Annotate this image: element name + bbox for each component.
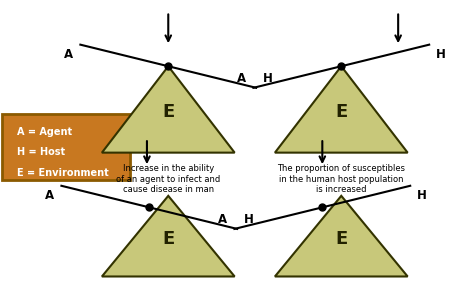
Text: The proportion of susceptibles
in the human host population
is increased: The proportion of susceptibles in the hu… bbox=[277, 164, 405, 194]
Text: H: H bbox=[436, 48, 446, 60]
Text: A = Agent: A = Agent bbox=[17, 127, 72, 137]
Polygon shape bbox=[102, 196, 235, 276]
Text: E = Environment: E = Environment bbox=[17, 168, 109, 178]
Text: E: E bbox=[335, 103, 347, 121]
Text: H = Host: H = Host bbox=[17, 147, 65, 158]
Text: H: H bbox=[417, 189, 427, 202]
Polygon shape bbox=[275, 66, 408, 153]
Polygon shape bbox=[275, 196, 408, 276]
Text: A: A bbox=[45, 189, 55, 202]
Text: H: H bbox=[244, 213, 254, 226]
Polygon shape bbox=[102, 66, 235, 153]
Text: E: E bbox=[162, 103, 174, 121]
Text: A: A bbox=[64, 48, 73, 60]
FancyBboxPatch shape bbox=[2, 114, 130, 180]
Text: Increase in the ability
of an agent to infect and
cause disease in man: Increase in the ability of an agent to i… bbox=[116, 164, 220, 194]
Text: E: E bbox=[335, 230, 347, 248]
Text: A: A bbox=[237, 72, 246, 85]
Text: E: E bbox=[162, 230, 174, 248]
Text: H: H bbox=[263, 72, 273, 85]
Text: A: A bbox=[218, 213, 228, 226]
